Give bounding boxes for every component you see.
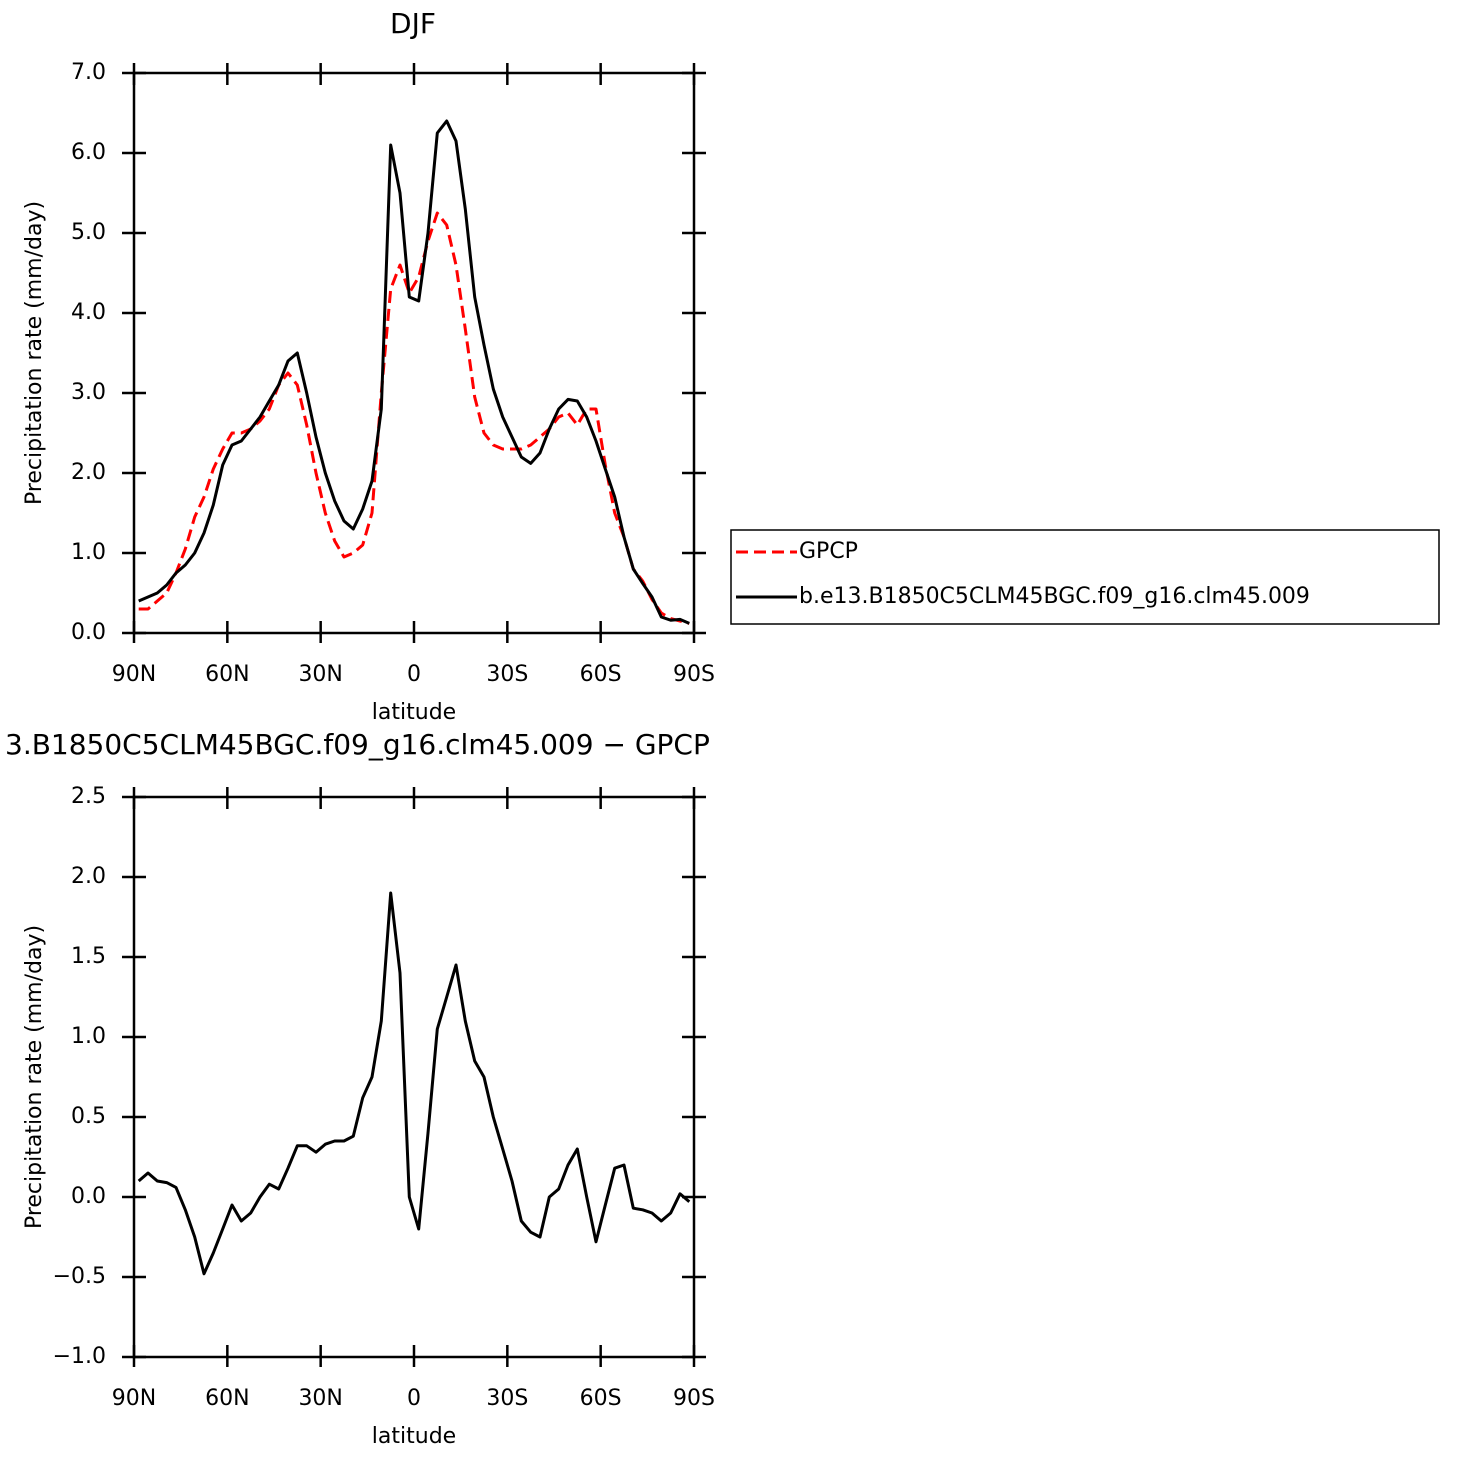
x-tick-label: 90S bbox=[673, 662, 715, 687]
y-tick-label: 1.5 bbox=[71, 944, 106, 969]
y-tick-label: 0.0 bbox=[71, 620, 106, 645]
x-tick-label: 90S bbox=[673, 1386, 715, 1411]
y-tick-label: 2.5 bbox=[71, 784, 106, 809]
y-tick-label: 0.5 bbox=[71, 1104, 106, 1129]
legend-label: b.e13.B1850C5CLM45BGC.f09_g16.clm45.009 bbox=[799, 584, 1310, 609]
x-tick-label: 60S bbox=[580, 662, 622, 687]
plot-frame bbox=[132, 71, 696, 635]
x-tick-label: 30N bbox=[298, 1386, 342, 1411]
y-tick-label: 4.0 bbox=[71, 300, 106, 325]
plot-frame bbox=[132, 795, 696, 1359]
data-line bbox=[138, 211, 690, 625]
y-axis-label: Precipitation rate (mm/day) bbox=[22, 925, 47, 1229]
y-tick-label: 2.0 bbox=[71, 864, 106, 889]
y-tick-label: 1.0 bbox=[71, 540, 106, 565]
x-axis-label: latitude bbox=[372, 700, 456, 725]
x-axis-label: latitude bbox=[372, 1424, 456, 1449]
x-tick-label: 90N bbox=[112, 1386, 156, 1411]
y-tick-label: 5.0 bbox=[71, 220, 106, 245]
chart-title: 3.B1850C5CLM45BGC.f09_g16.clm45.009 − GP… bbox=[5, 728, 710, 761]
y-tick-label: 6.0 bbox=[71, 140, 106, 165]
x-tick-label: 90N bbox=[112, 662, 156, 687]
y-tick-label: 1.0 bbox=[71, 1024, 106, 1049]
x-tick-label: 30S bbox=[486, 1386, 528, 1411]
y-tick-label: −1.0 bbox=[53, 1344, 106, 1369]
x-tick-label: 30S bbox=[486, 662, 528, 687]
x-tick-label: 60S bbox=[580, 1386, 622, 1411]
x-tick-label: 60N bbox=[205, 662, 249, 687]
chart-title: DJF bbox=[390, 7, 436, 40]
x-tick-label: 60N bbox=[205, 1386, 249, 1411]
y-axis-label: Precipitation rate (mm/day) bbox=[22, 201, 47, 505]
y-tick-label: −0.5 bbox=[53, 1264, 106, 1289]
y-tick-label: 0.0 bbox=[71, 1184, 106, 1209]
data-line bbox=[137, 891, 691, 1276]
x-tick-label: 0 bbox=[407, 662, 421, 687]
y-tick-label: 7.0 bbox=[71, 60, 106, 85]
legend-label: GPCP bbox=[799, 539, 858, 564]
data-line bbox=[138, 119, 690, 625]
legend-box bbox=[730, 529, 1440, 625]
y-tick-label: 3.0 bbox=[71, 380, 106, 405]
x-tick-label: 30N bbox=[298, 662, 342, 687]
x-tick-label: 0 bbox=[407, 1386, 421, 1411]
y-tick-label: 2.0 bbox=[71, 460, 106, 485]
